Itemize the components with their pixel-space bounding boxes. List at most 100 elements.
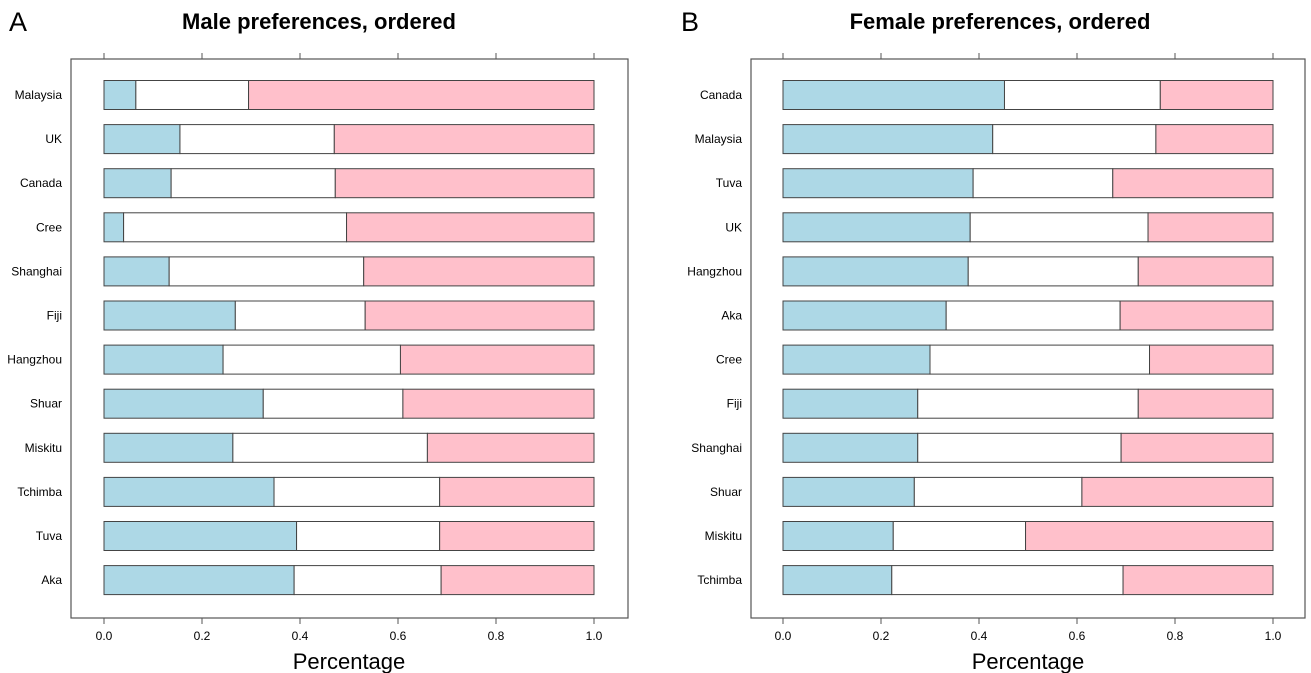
category-label: Tchimba bbox=[697, 573, 742, 587]
bar-blue-segment bbox=[103, 344, 224, 375]
category-label: Tchimba bbox=[17, 485, 62, 499]
x-tick-label: 0.0 bbox=[775, 629, 792, 643]
bar-blue-segment bbox=[103, 388, 264, 419]
bar-white-segment bbox=[992, 124, 1157, 155]
bar-blue-segment bbox=[782, 388, 919, 419]
bar-pink-segment bbox=[1112, 168, 1274, 199]
bar-pink-segment bbox=[1081, 476, 1274, 507]
bar-white-segment bbox=[170, 168, 336, 199]
bar-pink-segment bbox=[1155, 124, 1274, 155]
category-label: Canada bbox=[700, 88, 742, 102]
bar-pink-segment bbox=[346, 212, 595, 243]
bar-blue-segment bbox=[103, 80, 137, 110]
bar-white-segment bbox=[891, 565, 1124, 596]
bar-blue-segment bbox=[782, 168, 974, 199]
bar-pink-segment bbox=[402, 388, 595, 419]
plot-frame bbox=[70, 58, 629, 619]
category-label: Tuva bbox=[36, 529, 63, 543]
bar-white-segment bbox=[222, 344, 401, 375]
x-tick-label: 0.2 bbox=[194, 629, 211, 643]
bar-blue-segment bbox=[103, 476, 275, 507]
bar-white-segment bbox=[1003, 80, 1161, 110]
bar-pink-segment bbox=[333, 124, 595, 155]
bar-white-segment bbox=[179, 124, 335, 155]
panel-a: A Male preferences, ordered Percentage M… bbox=[7, 7, 629, 673]
x-tick-label: 0.6 bbox=[1069, 629, 1086, 643]
bar-blue-segment bbox=[103, 432, 234, 463]
bar-blue-segment bbox=[782, 80, 1005, 110]
bar-blue-segment bbox=[103, 168, 172, 199]
bar-pink-segment bbox=[426, 432, 595, 463]
bar-blue-segment bbox=[782, 256, 969, 287]
bar-blue-segment bbox=[782, 521, 894, 551]
bar-white-segment bbox=[262, 388, 404, 419]
bar-white-segment bbox=[967, 256, 1139, 287]
bar-blue-segment bbox=[782, 432, 919, 463]
bar-pink-segment bbox=[1025, 521, 1274, 551]
bar-white-segment bbox=[892, 521, 1027, 551]
bar-pink-segment bbox=[1147, 212, 1274, 243]
category-label: UK bbox=[725, 220, 742, 234]
x-tick-label: 0.8 bbox=[488, 629, 505, 643]
bar-white-segment bbox=[913, 476, 1083, 507]
plot-frame bbox=[750, 58, 1306, 619]
bar-pink-segment bbox=[1119, 300, 1274, 331]
category-label: Hangzhou bbox=[687, 264, 742, 278]
bar-blue-segment bbox=[103, 124, 181, 155]
panel-letter: B bbox=[681, 7, 699, 37]
bar-blue-segment bbox=[782, 212, 971, 243]
bar-white-segment bbox=[972, 168, 1114, 199]
panel-b: B Female preferences, ordered Percentage… bbox=[681, 7, 1306, 673]
category-label: Miskitu bbox=[25, 441, 62, 455]
bar-blue-segment bbox=[103, 300, 236, 331]
x-tick-label: 1.0 bbox=[586, 629, 603, 643]
bar-pink-segment bbox=[364, 300, 595, 331]
category-label: Shanghai bbox=[691, 441, 742, 455]
bar-blue-segment bbox=[782, 565, 893, 596]
category-label: UK bbox=[45, 132, 62, 146]
bar-blue-segment bbox=[782, 124, 994, 155]
bar-pink-segment bbox=[1122, 565, 1274, 596]
bar-white-segment bbox=[917, 388, 1139, 419]
bar-pink-segment bbox=[439, 476, 595, 507]
bar-white-segment bbox=[123, 212, 348, 243]
bar-blue-segment bbox=[782, 344, 931, 375]
bar-pink-segment bbox=[363, 256, 595, 287]
x-tick-label: 0.4 bbox=[292, 629, 309, 643]
bar-blue-segment bbox=[103, 565, 295, 596]
x-axis-ticks: 0.0 0.2 0.4 0.6 0.8 1.0 bbox=[96, 53, 603, 643]
category-label: Fiji bbox=[727, 397, 742, 411]
category-label: Tuva bbox=[716, 176, 743, 190]
bar-pink-segment bbox=[399, 344, 595, 375]
category-label: Canada bbox=[20, 176, 62, 190]
bar-pink-segment bbox=[1137, 256, 1274, 287]
category-label: Miskitu bbox=[705, 529, 742, 543]
bar-white-segment bbox=[232, 432, 428, 463]
category-labels: Malaysia UK Canada Cree Shanghai Fiji Hangzhou… bbox=[7, 88, 62, 587]
bar-white-segment bbox=[917, 432, 1122, 463]
bar-white-segment bbox=[273, 476, 441, 507]
bar-blue-segment bbox=[103, 256, 170, 287]
x-tick-label: 0.6 bbox=[390, 629, 407, 643]
category-label: Hangzhou bbox=[7, 353, 62, 367]
bar-pink-segment bbox=[1120, 432, 1274, 463]
panel-letter: A bbox=[9, 7, 27, 37]
bars-group bbox=[103, 80, 595, 596]
chart-title: Male preferences, ordered bbox=[182, 9, 456, 34]
bar-white-segment bbox=[945, 300, 1121, 331]
x-tick-label: 0.8 bbox=[1167, 629, 1184, 643]
bar-white-segment bbox=[929, 344, 1151, 375]
bar-pink-segment bbox=[439, 521, 595, 551]
category-label: Aka bbox=[41, 573, 62, 587]
category-label: Malaysia bbox=[695, 132, 743, 146]
bar-white-segment bbox=[234, 300, 366, 331]
x-axis-ticks: 0.0 0.2 0.4 0.6 0.8 1.0 bbox=[775, 53, 1282, 643]
category-label: Cree bbox=[36, 220, 62, 234]
bar-white-segment bbox=[135, 80, 250, 110]
bar-blue-segment bbox=[103, 521, 298, 551]
x-tick-label: 1.0 bbox=[1265, 629, 1282, 643]
bar-white-segment bbox=[293, 565, 442, 596]
bar-pink-segment bbox=[334, 168, 595, 199]
bar-pink-segment bbox=[248, 80, 595, 110]
